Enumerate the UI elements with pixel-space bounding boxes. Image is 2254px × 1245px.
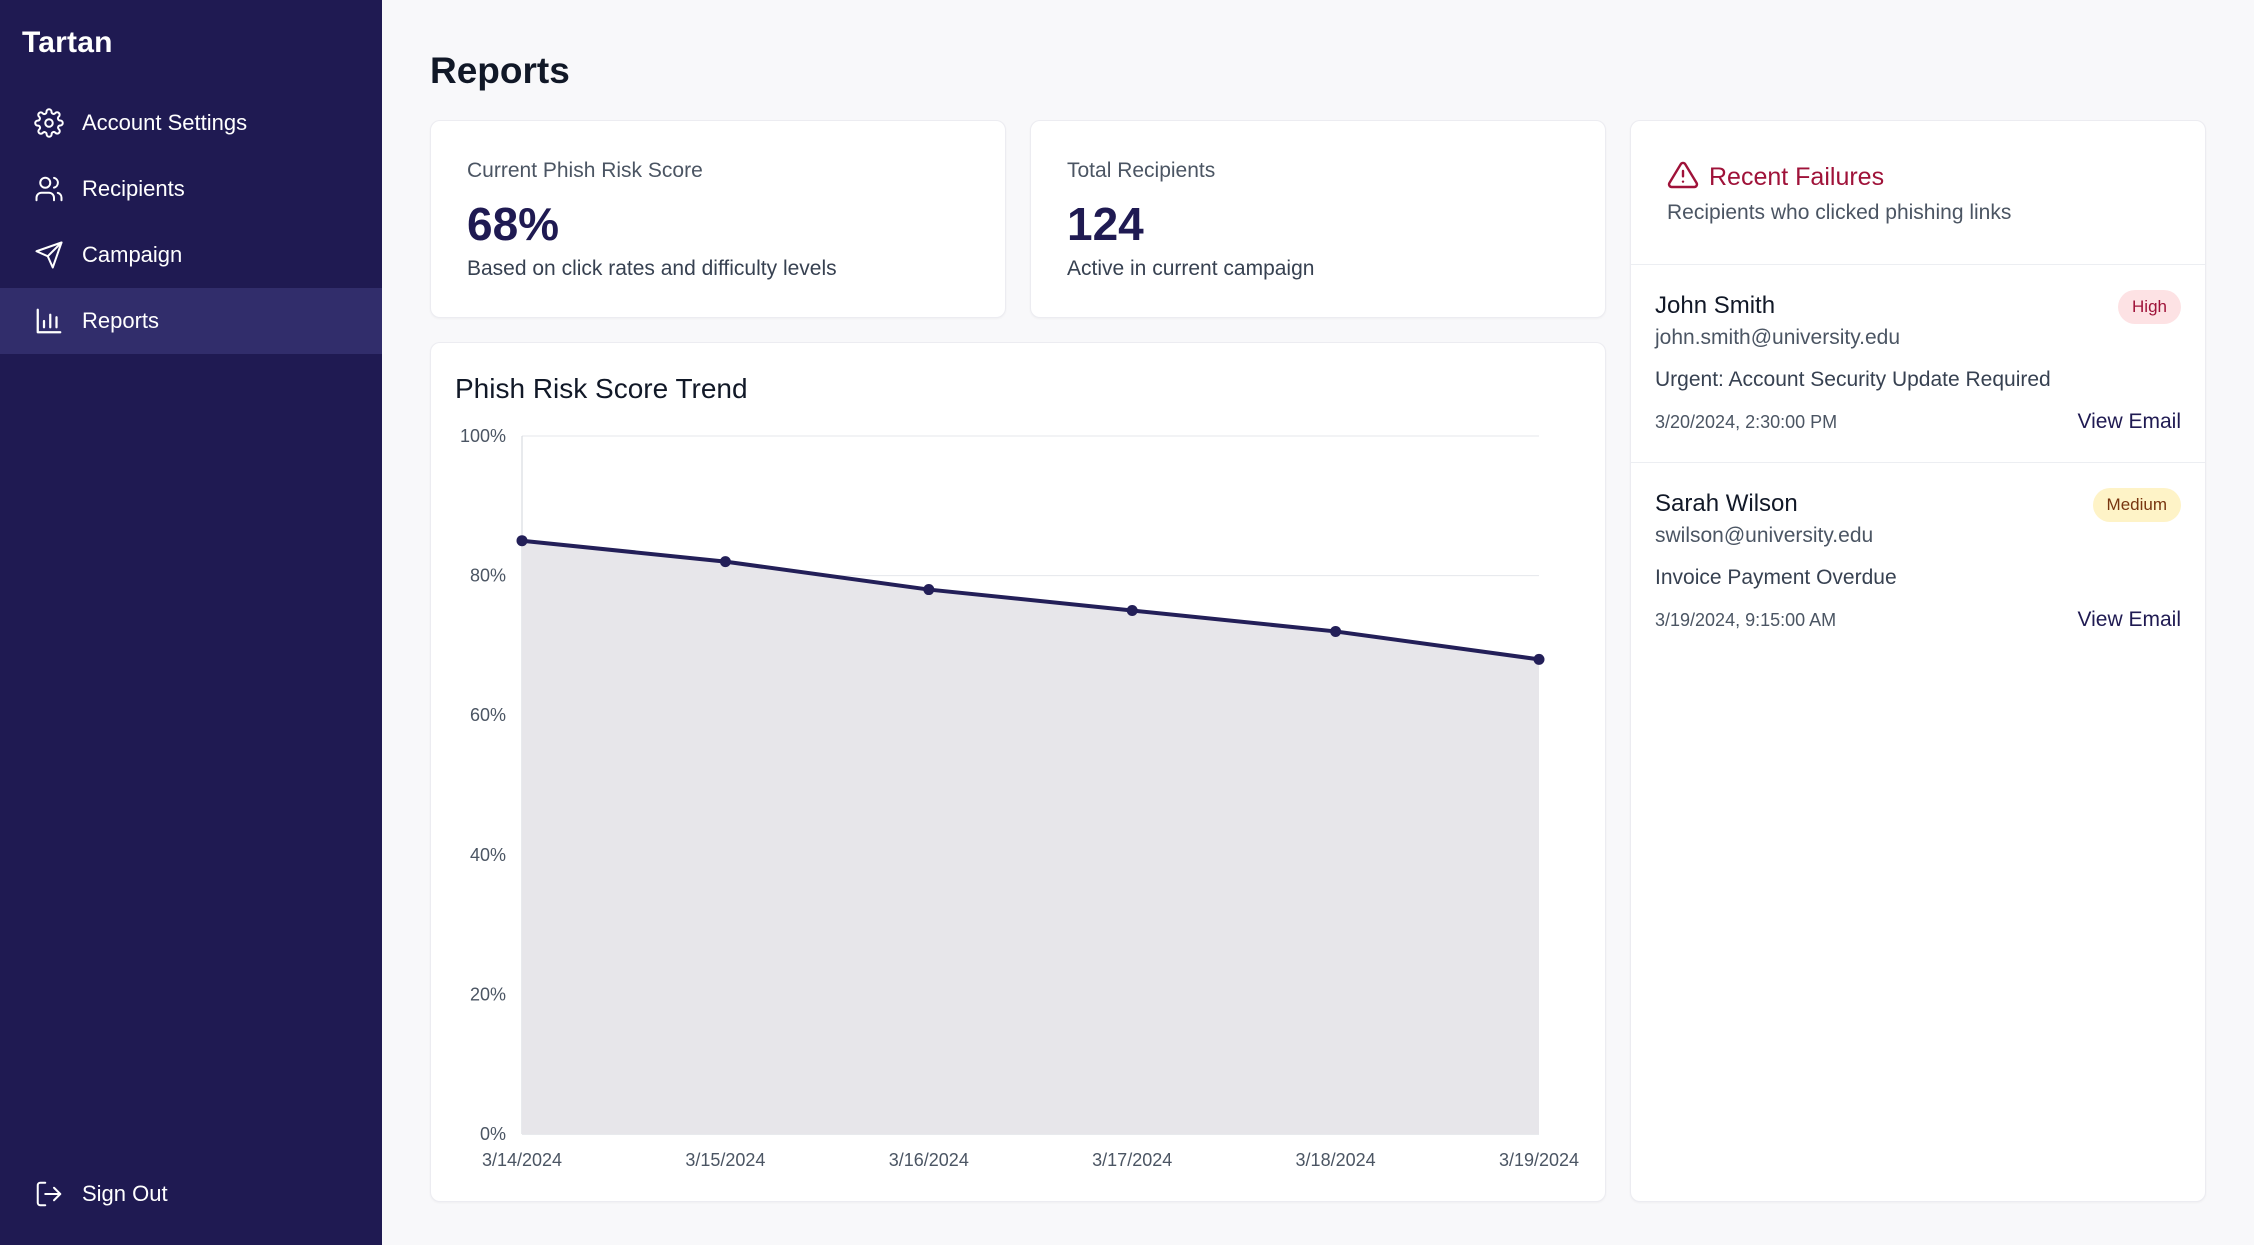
recipient-name: John Smith: [1655, 292, 1776, 319]
x-tick-label: 3/19/2024: [1499, 1150, 1579, 1170]
gear-icon: [34, 108, 64, 138]
divider: [1631, 264, 2205, 265]
recipient-name: Sarah Wilson: [1655, 490, 1798, 517]
severity-badge: Medium: [2092, 488, 2181, 522]
data-point: [1533, 653, 1545, 665]
data-point: [516, 535, 528, 547]
failure-timestamp: 3/20/2024, 2:30:00 PM: [1655, 412, 1838, 432]
sidebar-item-label: Campaign: [82, 242, 183, 267]
series-line: [521, 538, 1540, 662]
divider: [1631, 462, 2205, 463]
sidebar: Tartan Account Settings Recipients Campa…: [0, 0, 382, 1245]
sidebar-item-label: Recipients: [82, 176, 185, 201]
risk-score-description: Based on click rates and difficulty leve…: [467, 257, 837, 280]
y-tick-label: 0%: [480, 1124, 506, 1144]
recent-failures-card: Recent Failures Recipients who clicked p…: [1630, 120, 2206, 1202]
email-subject: Urgent: Account Security Update Required: [1655, 368, 2051, 391]
y-tick-label: 40%: [470, 845, 506, 865]
y-tick-label: 80%: [470, 566, 506, 586]
risk-score-value: 68%: [467, 198, 560, 250]
y-tick-label: 20%: [470, 984, 506, 1004]
x-tick-label: 3/15/2024: [685, 1150, 765, 1170]
view-email-link[interactable]: View Email: [2077, 608, 2181, 631]
app-brand: Tartan: [22, 26, 113, 59]
sidebar-item-account-settings[interactable]: Account Settings: [0, 90, 382, 156]
bar-chart-icon: [34, 306, 64, 336]
total-recipients-label: Total Recipients: [1067, 159, 1216, 182]
total-recipients-description: Active in current campaign: [1067, 257, 1315, 280]
severity-badge: High: [2118, 290, 2181, 324]
page-title: Reports: [430, 50, 570, 91]
users-icon: [34, 174, 64, 204]
warning-icon: [1667, 161, 1699, 189]
total-recipients-value: 124: [1067, 198, 1144, 250]
recipient-email: swilson@university.edu: [1655, 524, 1874, 547]
x-tick-label: 3/17/2024: [1092, 1150, 1172, 1170]
series-area: [522, 540, 1539, 1134]
recent-failures-title: Recent Failures: [1709, 163, 1885, 191]
sign-out-icon: [34, 1179, 64, 1209]
total-recipients-card: Total Recipients 124 Active in current c…: [1030, 120, 1606, 318]
recipient-email: john.smith@university.edu: [1655, 326, 1901, 349]
list-item: John Smith High john.smith@university.ed…: [1631, 264, 2205, 462]
sign-out-label: Sign Out: [82, 1181, 168, 1206]
email-subject: Invoice Payment Overdue: [1655, 566, 1897, 589]
sidebar-item-label: Account Settings: [82, 110, 248, 135]
x-tick-label: 3/16/2024: [889, 1150, 969, 1170]
risk-trend-chart: 0% 20% 40% 60% 80% 100% 3/14/2024 3/15/2024 3/16…: [460, 426, 1579, 1170]
risk-score-label: Current Phish Risk Score: [467, 159, 703, 182]
risk-score-card: Current Phish Risk Score 68% Based on cl…: [430, 120, 1006, 318]
sidebar-item-recipients[interactable]: Recipients: [0, 156, 382, 222]
x-tick-label: 3/14/2024: [482, 1150, 562, 1170]
failure-timestamp: 3/19/2024, 9:15:00 AM: [1655, 610, 1837, 630]
data-point: [719, 556, 731, 568]
sidebar-item-campaign[interactable]: Campaign: [0, 222, 382, 288]
risk-trend-card: Phish Risk Score Trend 0% 20% 40% 60% 80% 100…: [430, 342, 1606, 1202]
send-icon: [34, 240, 64, 270]
y-tick-label: 100%: [460, 426, 506, 446]
view-email-link[interactable]: View Email: [2077, 410, 2181, 433]
sidebar-item-label: Reports: [82, 308, 160, 333]
data-point: [923, 584, 935, 596]
chart-title: Phish Risk Score Trend: [455, 373, 748, 404]
sign-out-button[interactable]: Sign Out: [0, 1161, 382, 1227]
y-tick-label: 60%: [470, 705, 506, 725]
data-point: [1126, 605, 1138, 616]
sidebar-item-reports[interactable]: Reports: [0, 288, 382, 354]
list-item: Sarah Wilson Medium swilson@university.e…: [1631, 462, 2205, 660]
recent-failures-subtitle: Recipients who clicked phishing links: [1667, 201, 2012, 224]
data-point: [1330, 625, 1342, 637]
x-tick-label: 3/18/2024: [1296, 1150, 1376, 1170]
